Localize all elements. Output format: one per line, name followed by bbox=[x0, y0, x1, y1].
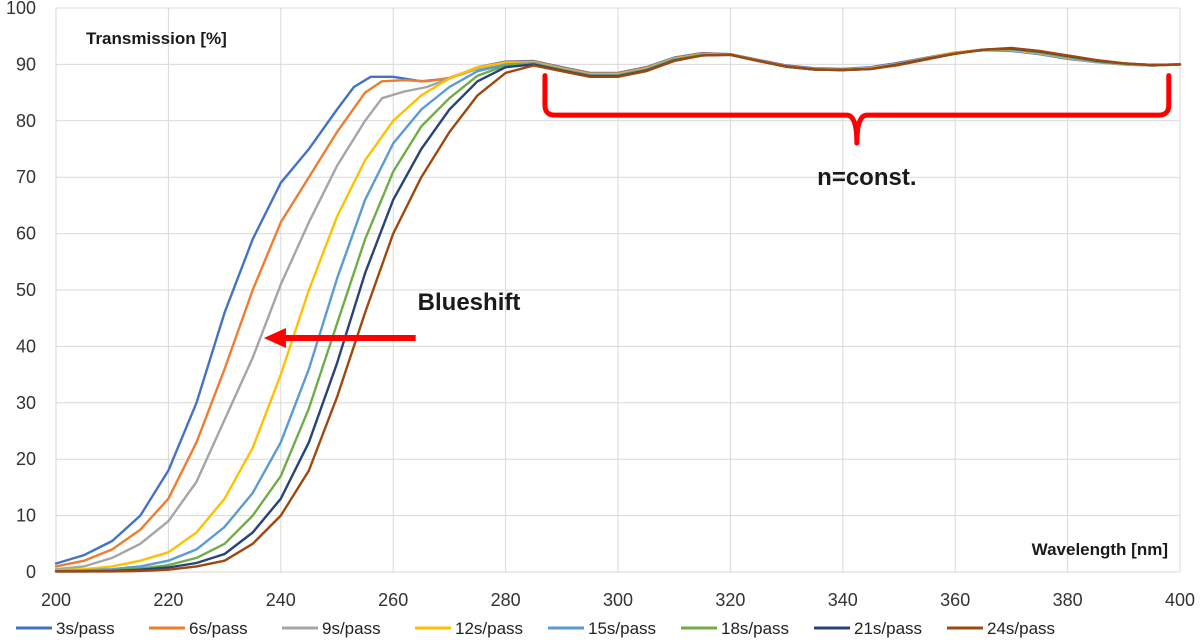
x-tick-label: 360 bbox=[940, 590, 970, 610]
x-axis-title: Wavelength [nm] bbox=[1032, 540, 1168, 559]
y-tick-label: 10 bbox=[16, 506, 36, 526]
legend-label: 21s/pass bbox=[854, 619, 922, 638]
y-tick-labels: 0 10 20 30 40 50 60 70 80 90 100 bbox=[6, 0, 36, 582]
x-tick-label: 240 bbox=[266, 590, 296, 610]
y-tick-label: 100 bbox=[6, 0, 36, 18]
y-tick-label: 90 bbox=[16, 54, 36, 74]
y-axis-title: Transmission [%] bbox=[86, 29, 227, 48]
legend-label: 6s/pass bbox=[189, 619, 248, 638]
blueshift-arrow-head bbox=[263, 327, 286, 348]
x-tick-label: 320 bbox=[715, 590, 745, 610]
y-tick-label: 80 bbox=[16, 111, 36, 131]
y-tick-label: 20 bbox=[16, 449, 36, 469]
series-line-24spass bbox=[54, 46, 1182, 573]
legend-label: 24s/pass bbox=[987, 619, 1055, 638]
constant-region-brace bbox=[542, 73, 1172, 146]
x-tick-label: 340 bbox=[828, 590, 858, 610]
x-tick-labels: 200 220 240 260 280 300 320 340 360 380 400 bbox=[41, 590, 1195, 610]
x-tick-label: 400 bbox=[1165, 590, 1195, 610]
blueshift-label: Blueshift bbox=[418, 289, 521, 316]
y-tick-label: 30 bbox=[16, 393, 36, 413]
annotations: n=const. Blueshift bbox=[263, 73, 1172, 348]
x-tick-label: 260 bbox=[378, 590, 408, 610]
legend: 3s/pass 6s/pass 9s/pass 12s/pass 15s/pass 18s… bbox=[16, 619, 1055, 638]
y-tick-label: 50 bbox=[16, 280, 36, 300]
series-lines bbox=[54, 46, 1182, 573]
x-tick-label: 220 bbox=[153, 590, 183, 610]
legend-label: 12s/pass bbox=[455, 619, 523, 638]
y-tick-label: 70 bbox=[16, 167, 36, 187]
x-tick-label: 300 bbox=[603, 590, 633, 610]
y-tick-label: 40 bbox=[16, 336, 36, 356]
legend-label: 9s/pass bbox=[322, 619, 381, 638]
legend-label: 18s/pass bbox=[721, 619, 789, 638]
x-tick-label: 280 bbox=[491, 590, 521, 610]
legend-label: 15s/pass bbox=[588, 619, 656, 638]
legend-label: 3s/pass bbox=[56, 619, 115, 638]
y-tick-label: 0 bbox=[26, 562, 36, 582]
x-tick-label: 200 bbox=[41, 590, 71, 610]
x-tick-label: 380 bbox=[1053, 590, 1083, 610]
constant-index-label: n=const. bbox=[817, 164, 916, 191]
y-tick-label: 60 bbox=[16, 224, 36, 244]
